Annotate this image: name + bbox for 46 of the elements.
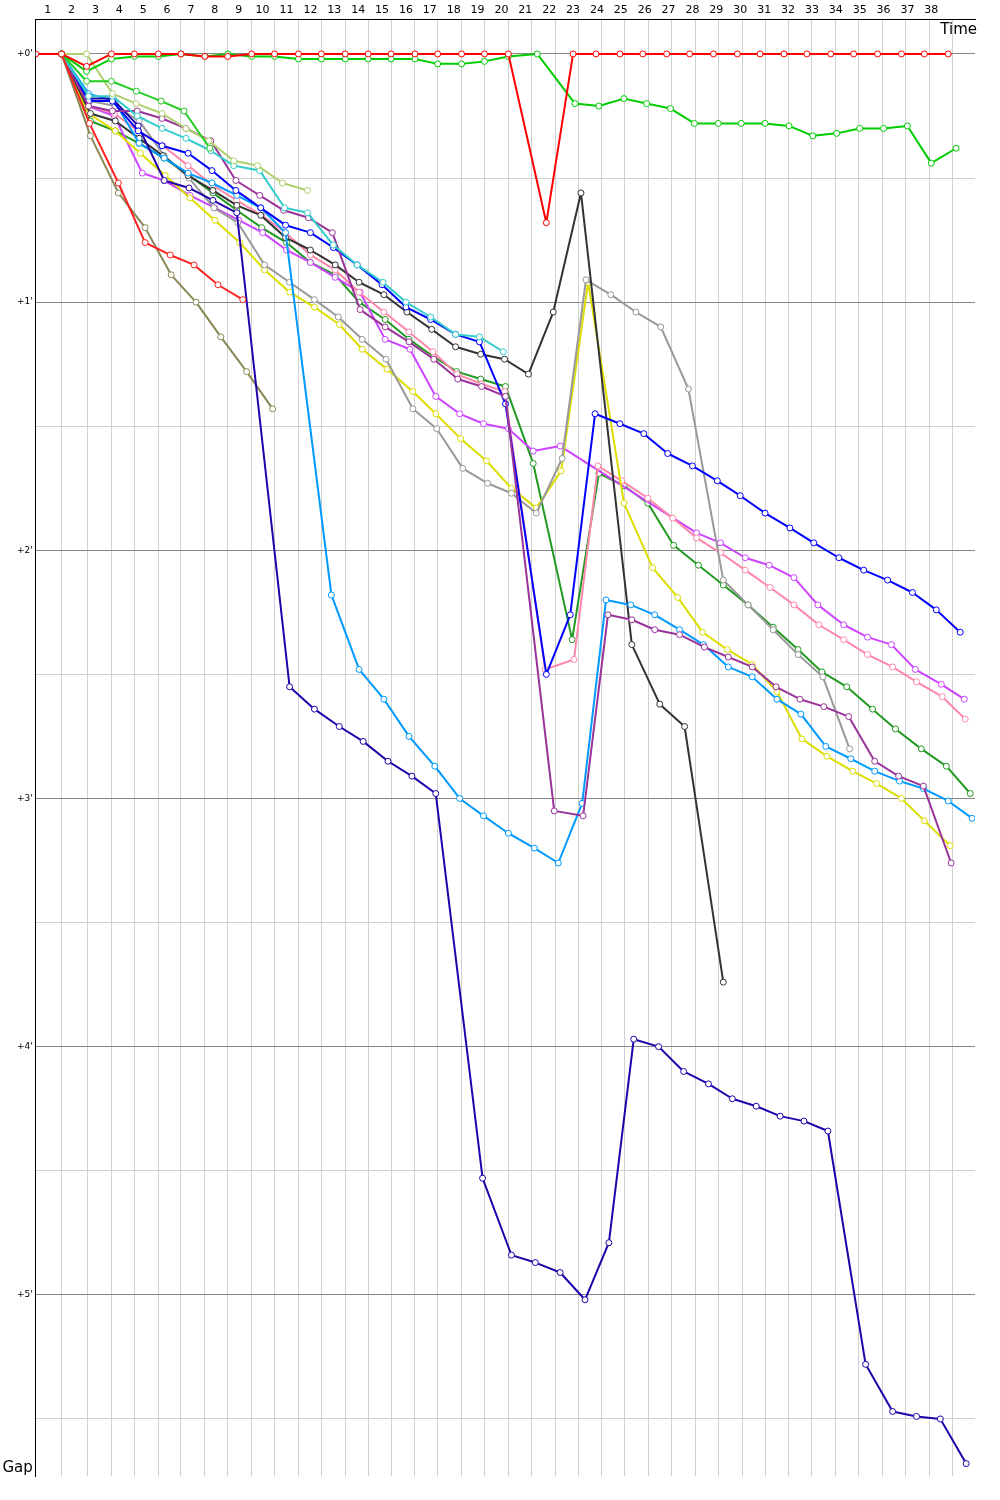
x-tick-label: 21 bbox=[518, 3, 533, 17]
y-tick-label: +4' bbox=[16, 1041, 33, 1051]
x-tick-label: 12 bbox=[303, 3, 318, 17]
x-tick-label: 36 bbox=[876, 3, 891, 17]
y-tick-label: +1' bbox=[16, 296, 33, 307]
x-tick-label: 14 bbox=[351, 3, 366, 17]
x-tick-label: 32 bbox=[781, 3, 796, 17]
x-tick-label: 10 bbox=[255, 3, 270, 17]
x-tick-label: 30 bbox=[733, 3, 748, 17]
x-tick-label: 22 bbox=[542, 3, 557, 17]
x-tick-label: 5 bbox=[139, 3, 147, 17]
y-tick-label: +3' bbox=[16, 792, 33, 803]
x-tick-label: 31 bbox=[757, 3, 772, 17]
y-tick-label: +2' bbox=[16, 544, 33, 555]
x-tick-label: 7 bbox=[187, 3, 195, 17]
x-tick-label: 18 bbox=[446, 3, 461, 17]
x-tick-label: 3 bbox=[91, 3, 99, 17]
x-tick-label: 1 bbox=[44, 3, 52, 17]
x-tick-label: 2 bbox=[68, 3, 76, 17]
x-tick-label: 11 bbox=[279, 3, 294, 17]
x-tick-label: 26 bbox=[637, 3, 652, 17]
y-tick-label: +0' bbox=[16, 48, 33, 59]
x-tick-label: 20 bbox=[494, 3, 509, 17]
x-tick-label: 25 bbox=[613, 3, 628, 17]
x-tick-label: 29 bbox=[709, 3, 724, 17]
x-tick-label: 15 bbox=[375, 3, 390, 17]
x-tick-label: 9 bbox=[235, 3, 243, 17]
x-tick-label: 38 bbox=[924, 3, 939, 17]
x-tick-label: 24 bbox=[589, 3, 604, 17]
x-tick-label: 8 bbox=[211, 3, 219, 17]
x-tick-label: 27 bbox=[661, 3, 676, 17]
x-tick-label: 37 bbox=[900, 3, 915, 17]
x-tick-label: 19 bbox=[470, 3, 485, 17]
x-tick-label: 28 bbox=[685, 3, 700, 17]
x-tick-label: 17 bbox=[422, 3, 437, 17]
x-tick-label: 6 bbox=[163, 3, 171, 17]
y-axis-title: Gap bbox=[2, 1458, 33, 1477]
x-tick-label: 34 bbox=[828, 3, 843, 17]
x-tick-label: 35 bbox=[852, 3, 867, 17]
x-axis-title: Time bbox=[939, 19, 977, 38]
x-tick-label: 16 bbox=[398, 3, 413, 17]
x-tick-label: 23 bbox=[566, 3, 581, 17]
y-tick-label: +5' bbox=[16, 1289, 33, 1300]
x-tick-label: 33 bbox=[804, 3, 819, 17]
x-tick-label: 13 bbox=[327, 3, 342, 17]
x-tick-label: 4 bbox=[115, 3, 123, 17]
